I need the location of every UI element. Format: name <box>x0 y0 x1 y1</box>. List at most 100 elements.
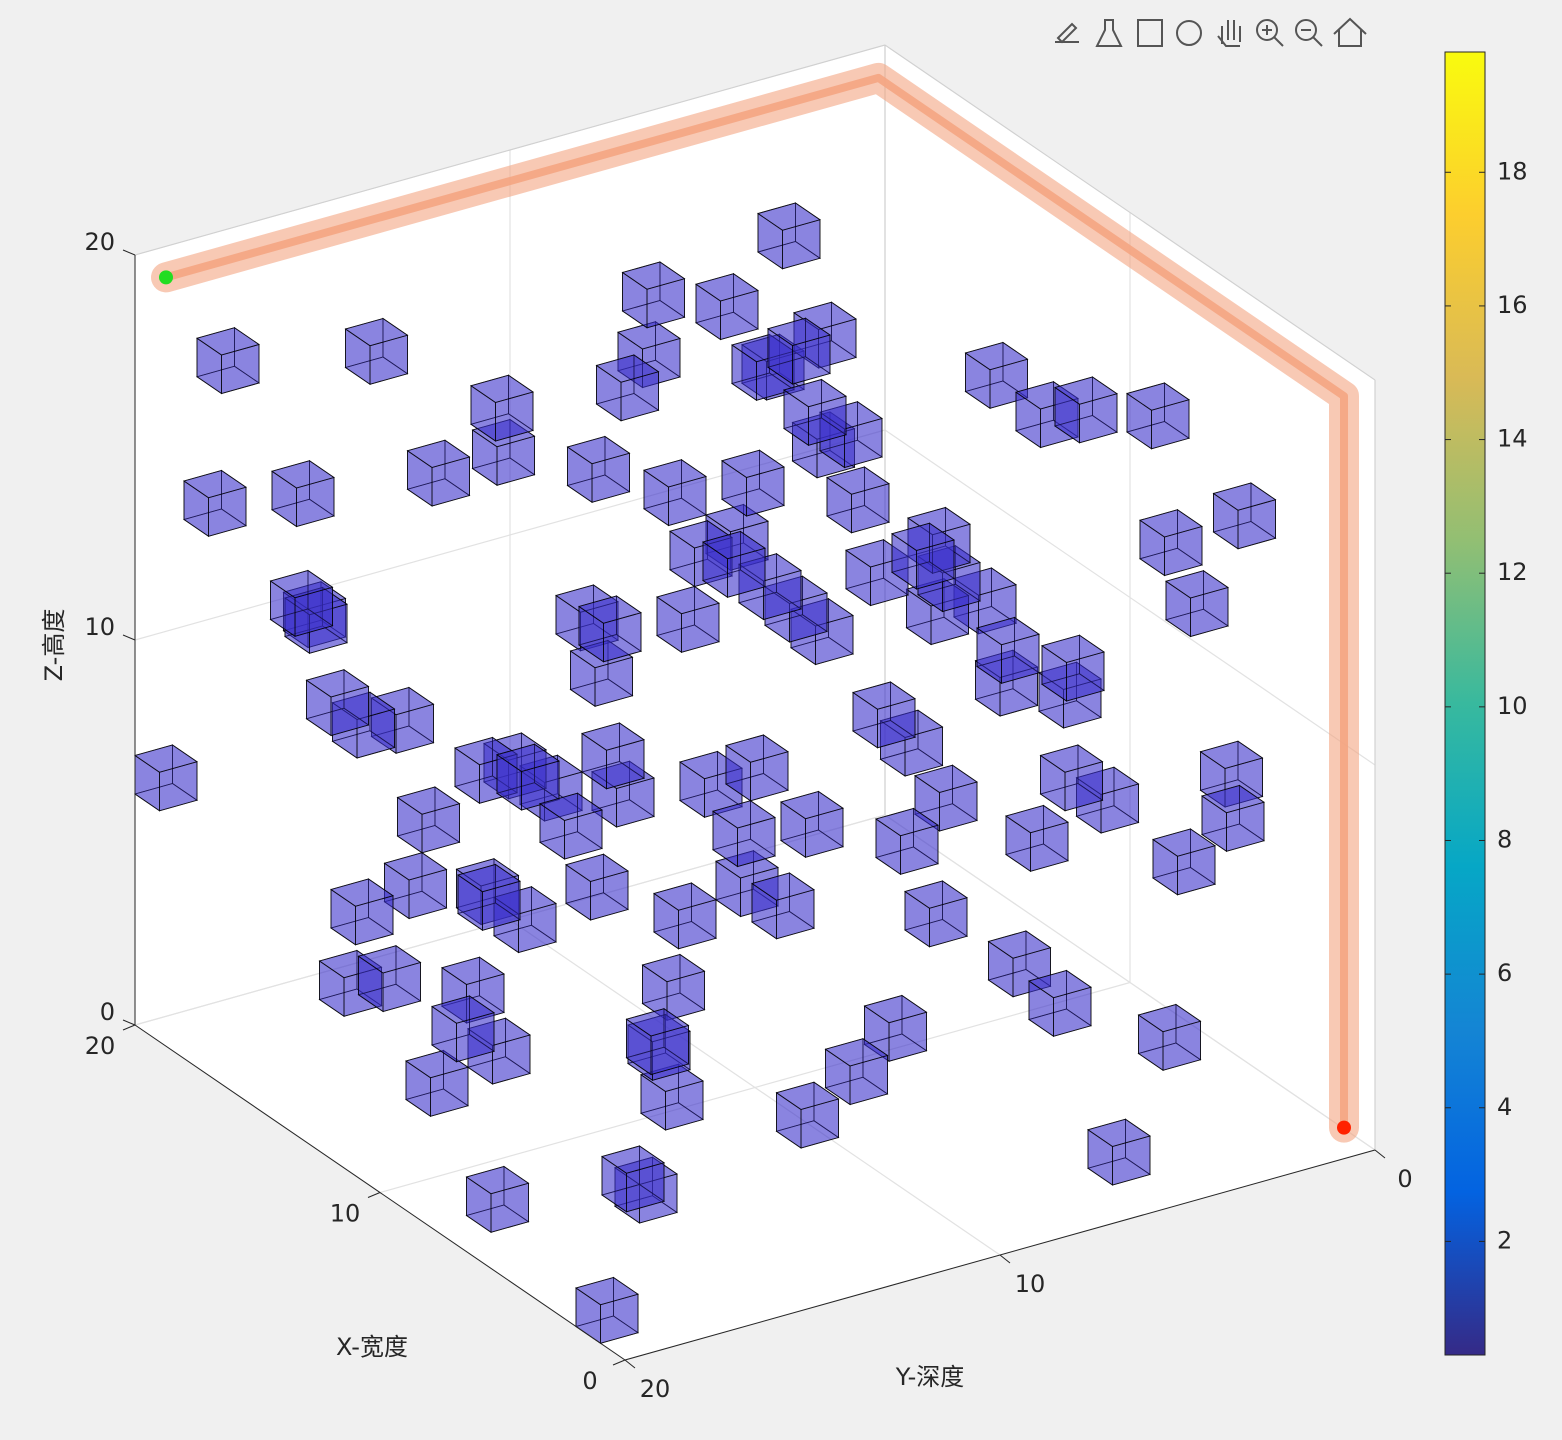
obstacle-cube <box>370 686 435 755</box>
cube-face <box>569 640 634 669</box>
obstacle-cube <box>495 743 561 811</box>
cube-face <box>396 786 461 815</box>
colorbar-tick-label: 4 <box>1497 1093 1512 1121</box>
obstacle-cube <box>1037 661 1103 729</box>
tool-icon[interactable] <box>1137 19 1163 47</box>
cube-face <box>642 459 708 488</box>
z-tick-label: 0 <box>100 998 115 1026</box>
obstacle-cube <box>668 519 734 588</box>
obstacle-cube <box>964 341 1029 410</box>
tool-icon[interactable] <box>1333 17 1367 47</box>
obstacle-cube <box>694 272 760 341</box>
obstacle-cube <box>750 872 816 940</box>
cube-face <box>639 1063 705 1092</box>
y-tick <box>999 1254 1011 1264</box>
obstacle-cube <box>737 552 803 621</box>
obstacle-cube <box>701 530 767 599</box>
z-tick <box>122 249 136 256</box>
obstacle-cube <box>574 1276 640 1345</box>
obstacle-cube <box>133 744 199 812</box>
tool-icon[interactable] <box>1262 25 1284 47</box>
obstacle-cube <box>482 732 548 800</box>
colorbar-tick-label: 18 <box>1497 157 1528 185</box>
cube-face <box>750 872 816 901</box>
cube-face <box>621 261 686 290</box>
tool-icon[interactable] <box>1176 20 1202 46</box>
obstacle-cube <box>851 681 917 749</box>
obstacle-cube <box>791 411 856 479</box>
obstacle-cube <box>404 1049 470 1118</box>
obstacle-cube <box>711 799 777 868</box>
toolbar <box>1055 17 1367 47</box>
z-tick-label: 20 <box>84 228 115 256</box>
obstacle-cube <box>639 1063 705 1131</box>
cube-face <box>270 460 336 489</box>
obstacle-cube <box>538 792 604 860</box>
obstacle-cube <box>569 639 634 708</box>
obstacle-cube <box>824 1037 889 1106</box>
tool-icon[interactable] <box>1256 19 1278 41</box>
cube-face <box>357 945 422 974</box>
obstacle-cube <box>357 944 422 1013</box>
obstacle-cube <box>1040 634 1106 702</box>
obstacle-cube <box>626 1013 692 1082</box>
obstacle-cube <box>566 435 631 504</box>
obstacle-cube <box>720 449 786 517</box>
cube-face <box>465 1166 530 1195</box>
obstacle-cube <box>730 333 796 402</box>
colorbar-tick-label: 14 <box>1497 425 1528 453</box>
obstacle-cube <box>890 522 956 590</box>
colorbar-body <box>1444 51 1486 1356</box>
cube-face <box>613 1156 679 1185</box>
cube-face <box>701 531 767 560</box>
cube-face <box>331 691 396 720</box>
obstacle-cube <box>406 439 471 507</box>
cube-face <box>916 545 982 574</box>
cube-face <box>791 411 856 440</box>
obstacle-cube <box>1151 828 1217 896</box>
obstacle-cube <box>554 584 620 652</box>
path-layer <box>151 62 1359 1143</box>
cube-face <box>641 954 706 983</box>
obstacle-cube <box>766 317 832 385</box>
obstacle-cube <box>775 1081 840 1149</box>
x-tick-label: 20 <box>85 1032 116 1060</box>
obstacle-cube <box>916 544 982 613</box>
cube-face <box>595 354 660 383</box>
cube-face <box>740 333 806 362</box>
obstacle-cube <box>1086 1118 1152 1186</box>
cube-face <box>625 1008 690 1037</box>
tool-icon[interactable] <box>1301 29 1323 47</box>
cube-face <box>182 470 248 499</box>
obstacle-cube <box>1164 569 1230 638</box>
tool-icon[interactable] <box>1055 22 1079 44</box>
cube-face <box>825 466 891 495</box>
z-tick-label: 10 <box>84 613 115 641</box>
cube-face <box>818 401 884 430</box>
cube-face <box>694 273 760 302</box>
obstacle-cube <box>270 459 336 528</box>
tool-icon[interactable] <box>1217 20 1241 47</box>
colorbar-tick-label: 8 <box>1497 825 1512 853</box>
cube-face <box>720 449 786 478</box>
cube-face <box>456 864 522 893</box>
obstacle-cube <box>613 1156 679 1224</box>
obstacle-cube <box>318 949 383 1018</box>
obstacle-cube <box>600 1145 666 1213</box>
obstacle-cube <box>763 575 829 643</box>
axis-line <box>624 1149 1376 1361</box>
obstacle-cube <box>283 586 349 655</box>
cube-face <box>913 764 979 793</box>
tool-icon[interactable] <box>1095 19 1123 47</box>
obstacle-cube <box>456 863 522 932</box>
cube-face <box>626 1014 692 1043</box>
cube-face <box>730 334 796 363</box>
obstacle-cube <box>952 567 1018 635</box>
obstacle-cube <box>874 807 940 876</box>
colorbar-tick-label: 10 <box>1497 692 1528 720</box>
tool-icon[interactable] <box>1295 19 1317 41</box>
cube-face <box>714 850 780 879</box>
cube-face <box>195 327 261 356</box>
